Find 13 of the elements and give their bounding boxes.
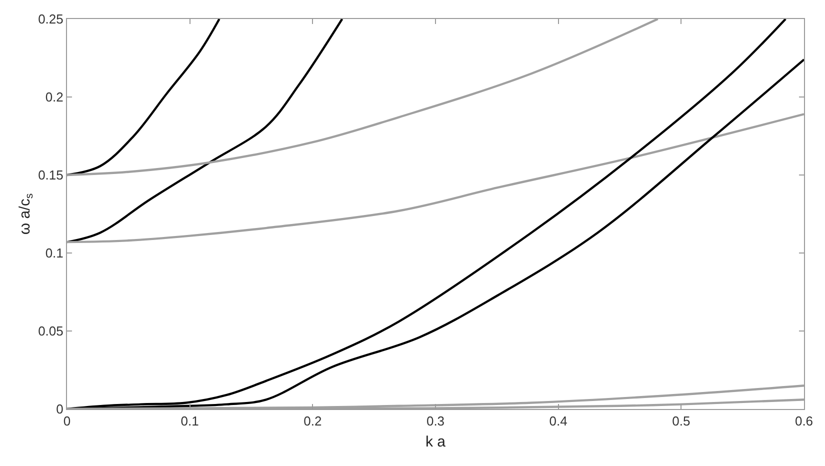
x-tick-label: 0.3: [426, 414, 445, 429]
x-tick-label: 0.2: [304, 414, 322, 429]
y-tick-label: 0.05: [38, 324, 64, 339]
x-tick-label: 0.5: [672, 414, 690, 429]
x-tick-label: 0.4: [549, 414, 568, 429]
y-tick-label: 0.1: [45, 246, 64, 261]
x-axis-title: k a: [425, 434, 446, 451]
y-tick-label: 0.15: [38, 168, 64, 183]
y-tick-label: 0.25: [38, 12, 64, 27]
x-tick-label: 0.6: [794, 414, 814, 429]
y-tick-label: 0.2: [45, 90, 64, 105]
x-tick-label: 0.1: [180, 414, 199, 429]
y-tick-label: 0: [56, 402, 64, 417]
